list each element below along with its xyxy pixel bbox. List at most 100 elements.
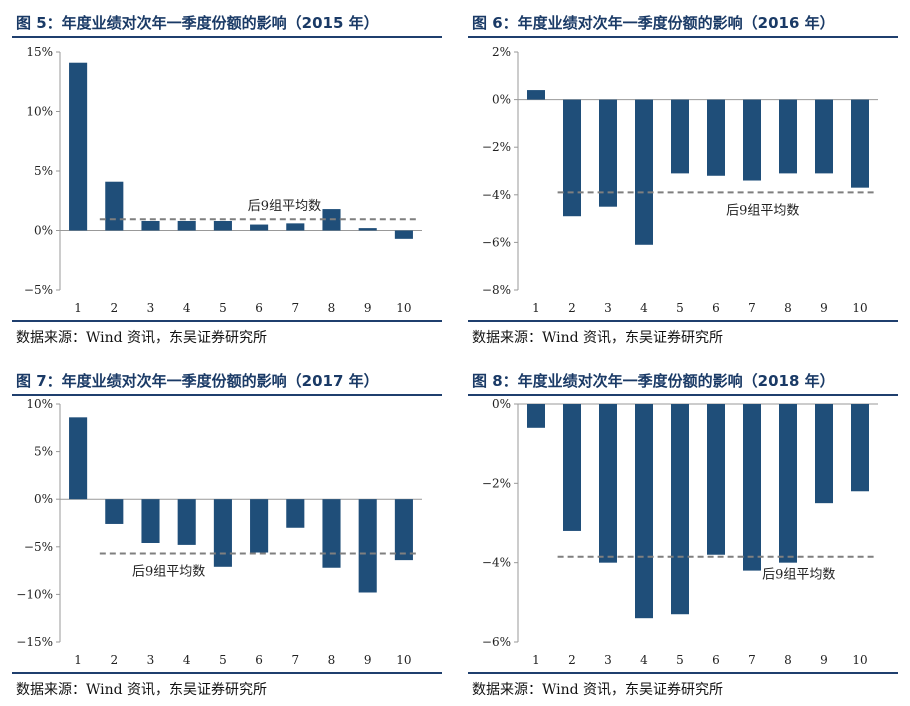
bar <box>286 499 305 528</box>
average-label: 后9组平均数 <box>132 564 205 579</box>
x-tick-label: 4 <box>640 653 648 667</box>
bar <box>69 62 88 231</box>
x-tick-label: 7 <box>748 653 756 667</box>
x-tick-label: 8 <box>784 301 792 315</box>
y-tick-label: −6% <box>482 635 511 649</box>
x-tick-label: 6 <box>255 653 263 667</box>
bar <box>105 181 124 231</box>
y-tick-label: −8% <box>482 283 511 297</box>
bar <box>743 99 761 181</box>
x-tick-label: 1 <box>532 653 540 667</box>
x-tick-label: 2 <box>110 653 118 667</box>
bar <box>527 404 545 428</box>
bar-chart-2018: −6% −4% −2% 0% 1 2 3 4 5 6 7 8 9 10 后9组平均数 <box>482 397 878 667</box>
x-tick-label: 10 <box>396 653 411 667</box>
chart-title-bar: 图 8：年度业绩对次年一季度份额的影响（2018 年） <box>468 366 898 396</box>
x-tick-label: 7 <box>748 301 756 315</box>
x-tick-label: 6 <box>712 301 720 315</box>
source-bar: 数据来源：Wind 资讯，东吴证券研究所 <box>12 320 442 348</box>
y-tick-label: 10% <box>26 105 53 119</box>
y-tick-label: −5% <box>24 283 53 297</box>
x-tick-label: 3 <box>147 653 155 667</box>
average-label: 后9组平均数 <box>248 199 321 214</box>
source-bar: 数据来源：Wind 资讯，东吴证券研究所 <box>468 320 898 348</box>
bar <box>394 230 413 239</box>
bar <box>851 99 869 188</box>
bar <box>177 220 196 231</box>
bar <box>527 90 545 100</box>
chart-title: 图 8：年度业绩对次年一季度份额的影响（2018 年） <box>472 372 835 390</box>
x-tick-label: 10 <box>852 301 867 315</box>
y-tick-label: 0% <box>34 492 53 506</box>
bar-chart-2017: −15% −10% −5% 0% 5% 10% 1 2 3 4 5 6 7 8 9 10 后9组平均数 <box>16 397 422 667</box>
bar <box>779 99 797 174</box>
bar <box>707 404 725 555</box>
chart-panel-2016: 图 6：年度业绩对次年一季度份额的影响（2016 年） −8% −6% −4% −2%… <box>468 8 898 348</box>
bar <box>141 499 160 543</box>
x-tick-label: 7 <box>291 653 299 667</box>
bar <box>815 99 833 174</box>
bar <box>213 499 232 567</box>
y-tick-label: 2% <box>492 45 511 59</box>
y-tick-label: −15% <box>16 635 53 649</box>
average-label: 后9组平均数 <box>762 568 835 583</box>
bar-chart-2015: −5% 0% 5% 10% 15% 1 2 3 4 5 6 7 8 9 10 后9组平均数 <box>24 45 422 315</box>
x-tick-label: 1 <box>74 653 82 667</box>
x-tick-label: 9 <box>820 653 828 667</box>
y-tick-label: 10% <box>26 397 53 411</box>
x-tick-label: 5 <box>676 653 684 667</box>
x-tick-label: 1 <box>532 301 540 315</box>
bar <box>563 99 581 217</box>
x-tick-label: 10 <box>396 301 411 315</box>
y-tick-label: −2% <box>482 476 511 490</box>
average-label: 后9组平均数 <box>726 203 799 218</box>
x-tick-label: 10 <box>852 653 867 667</box>
x-tick-label: 8 <box>784 653 792 667</box>
y-tick-label: −10% <box>16 587 53 601</box>
bar <box>286 223 305 231</box>
bar <box>815 404 833 504</box>
y-tick-label: 0% <box>34 224 53 238</box>
bar <box>358 228 377 231</box>
x-tick-label: 6 <box>712 653 720 667</box>
bar <box>599 99 617 207</box>
y-tick-label: −6% <box>482 235 511 249</box>
x-tick-label: 9 <box>820 301 828 315</box>
bar <box>358 499 377 593</box>
x-tick-label: 4 <box>183 301 191 315</box>
bar <box>671 404 689 615</box>
x-tick-label: 3 <box>604 301 612 315</box>
bar <box>322 499 341 568</box>
y-tick-label: 15% <box>26 45 53 59</box>
x-tick-label: 5 <box>219 653 227 667</box>
bar <box>141 220 160 231</box>
source-bar: 数据来源：Wind 资讯，东吴证券研究所 <box>12 672 442 700</box>
chart-title: 图 7：年度业绩对次年一季度份额的影响（2017 年） <box>16 372 379 390</box>
source-note: 数据来源：Wind 资讯，东吴证券研究所 <box>472 330 724 346</box>
chart-title-bar: 图 6：年度业绩对次年一季度份额的影响（2016 年） <box>468 8 898 38</box>
x-tick-label: 7 <box>291 301 299 315</box>
y-tick-label: −5% <box>24 540 53 554</box>
chart-title-bar: 图 7：年度业绩对次年一季度份额的影响（2017 年） <box>12 366 442 396</box>
x-tick-label: 8 <box>328 653 336 667</box>
bar <box>563 404 581 531</box>
x-tick-label: 4 <box>183 653 191 667</box>
bar <box>250 499 269 553</box>
bar <box>851 404 869 492</box>
x-tick-label: 2 <box>568 301 576 315</box>
x-tick-label: 3 <box>147 301 155 315</box>
y-tick-label: −4% <box>482 556 511 570</box>
source-note: 数据来源：Wind 资讯，东吴证券研究所 <box>16 682 268 698</box>
chart-title: 图 5：年度业绩对次年一季度份额的影响（2015 年） <box>16 14 379 32</box>
bar <box>69 417 88 500</box>
x-tick-label: 2 <box>110 301 118 315</box>
bar <box>671 99 689 174</box>
bar <box>177 499 196 545</box>
source-note: 数据来源：Wind 资讯，东吴证券研究所 <box>472 682 724 698</box>
bar <box>213 220 232 231</box>
chart-title: 图 6：年度业绩对次年一季度份额的影响（2016 年） <box>472 14 835 32</box>
chart-title-bar: 图 5：年度业绩对次年一季度份额的影响（2015 年） <box>12 8 442 38</box>
source-note: 数据来源：Wind 资讯，东吴证券研究所 <box>16 330 268 346</box>
chart-panel-2017: 图 7：年度业绩对次年一季度份额的影响（2017 年） −15% −10% −5% 0… <box>12 366 442 706</box>
chart-panel-2018: 图 8：年度业绩对次年一季度份额的影响（2018 年） −6% −4% −2% 0% 1… <box>468 366 898 706</box>
